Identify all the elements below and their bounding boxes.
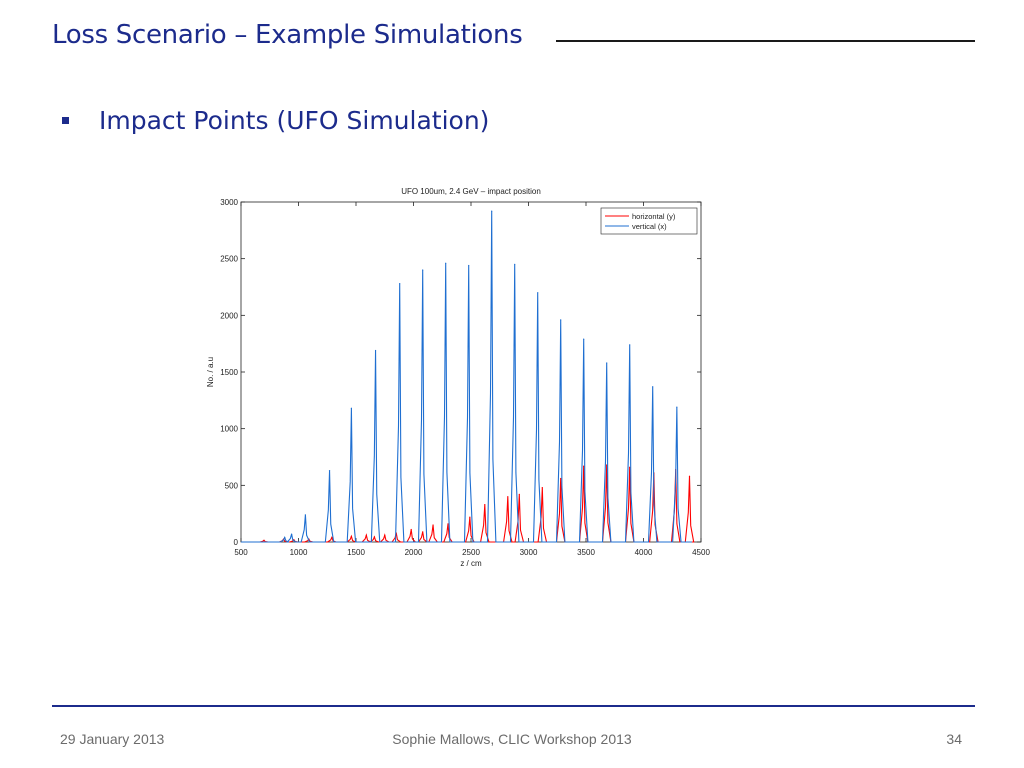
series-point-horizontal — [518, 493, 520, 495]
series-point-vertical — [514, 263, 516, 265]
series-point-horizontal — [331, 536, 333, 539]
series-point-vertical — [491, 210, 493, 212]
y-tick-label: 2000 — [220, 311, 238, 320]
footer-date: 29 January 2013 — [60, 731, 165, 747]
series-point-vertical — [583, 338, 585, 340]
x-tick-label: 1500 — [347, 548, 365, 557]
series-point-horizontal — [541, 487, 543, 489]
footer-author: Sophie Mallows, CLIC Workshop 2013 — [392, 731, 632, 747]
y-tick-label: 1500 — [220, 368, 238, 377]
series-point-horizontal — [350, 535, 352, 537]
series-point-vertical — [291, 533, 293, 535]
series-point-vertical — [468, 264, 470, 267]
series-point-vertical — [399, 283, 401, 285]
impact-position-chart: 500 1000 1500 2000 2500 3000 3500 4000 4500 0 500 1… — [196, 180, 726, 570]
series-point-vertical — [560, 319, 562, 321]
series-point-horizontal — [606, 464, 608, 466]
y-tick-label: 500 — [225, 481, 239, 490]
y-tick-label: 3000 — [220, 198, 238, 207]
y-tick-label: 0 — [234, 538, 239, 547]
series-point-horizontal — [422, 531, 424, 533]
series-point-vertical — [629, 344, 631, 346]
series-point-vertical — [652, 386, 654, 388]
series-point-horizontal — [373, 536, 375, 538]
square-bullet-icon — [62, 117, 69, 124]
x-tick-label: 2000 — [405, 548, 423, 557]
x-tick-label: 500 — [234, 548, 248, 557]
title-underline-rule — [556, 40, 975, 42]
bullet-item: Impact Points (UFO Simulation) — [62, 106, 489, 135]
series-point-vertical — [328, 470, 331, 472]
series-point-horizontal — [688, 475, 691, 477]
series-point-horizontal — [507, 496, 509, 498]
series-point-vertical — [374, 349, 377, 352]
series-point-horizontal — [629, 466, 631, 468]
bullet-text: Impact Points (UFO Simulation) — [99, 106, 490, 135]
series-point-horizontal — [583, 465, 585, 467]
y-tick-label: 2500 — [220, 255, 238, 264]
series-point-horizontal — [263, 539, 265, 541]
series-point-horizontal — [384, 534, 386, 536]
series-point-vertical — [304, 514, 306, 516]
series-point-vertical — [537, 292, 539, 294]
y-tick-label: 1000 — [220, 425, 238, 434]
slide-title: Loss Scenario – Example Simulations — [52, 20, 523, 50]
series-point-vertical — [422, 269, 424, 271]
series-point-vertical — [350, 407, 352, 409]
x-tick-label: 3000 — [520, 548, 538, 557]
series-point-vertical — [445, 262, 447, 264]
footer-rule — [52, 705, 975, 707]
legend-box — [600, 207, 698, 235]
series-point-vertical — [606, 362, 608, 364]
series-point-horizontal — [432, 524, 434, 526]
series-point-vertical — [676, 406, 678, 408]
series-point-horizontal — [469, 516, 471, 518]
chart-title: UFO 100um, 2.4 GeV – impact position — [401, 187, 541, 196]
x-axis-label: z / cm — [460, 559, 482, 568]
series-point-horizontal — [410, 528, 412, 531]
chart-svg: 500 1000 1500 2000 2500 3000 3500 4000 450005001… — [206, 187, 710, 568]
series-point-horizontal — [447, 523, 449, 525]
x-tick-label: 1000 — [290, 548, 308, 557]
x-tick-label: 4000 — [635, 548, 653, 557]
x-tick-label: 3500 — [577, 548, 595, 557]
x-tick-label: 2500 — [462, 548, 480, 557]
legend-label: horizontal (y) — [632, 212, 676, 221]
page-number: 34 — [946, 731, 962, 747]
legend-label: vertical (x) — [632, 222, 667, 231]
y-axis-label: No. / a.u — [206, 357, 215, 387]
series-point-horizontal — [560, 477, 562, 480]
x-tick-label: 4500 — [692, 548, 710, 557]
series-point-vertical — [284, 536, 286, 539]
plot-frame — [240, 201, 702, 543]
series-point-horizontal — [484, 504, 486, 506]
series-point-horizontal — [365, 534, 367, 536]
